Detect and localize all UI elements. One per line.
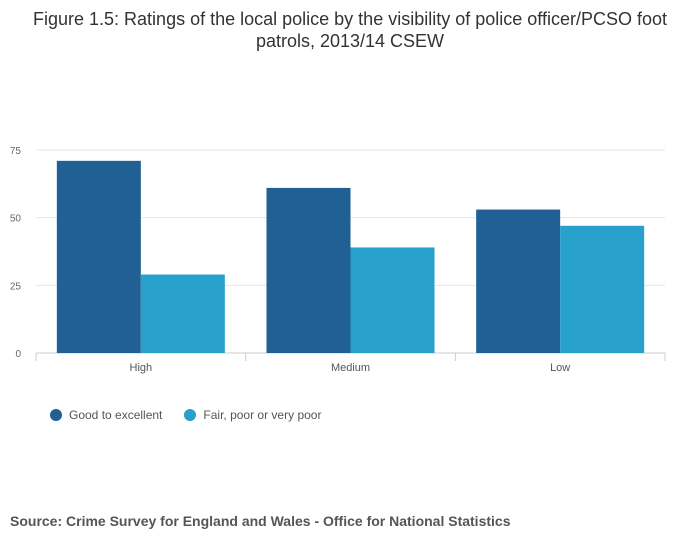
legend-label-fair-poor: Fair, poor or very poor <box>203 408 322 422</box>
bar[interactable] <box>560 225 645 353</box>
y-tick-label: 25 <box>10 281 22 292</box>
y-tick-label: 50 <box>10 214 22 225</box>
x-tick-label: High <box>130 362 153 374</box>
source-note: Source: Crime Survey for England and Wal… <box>10 513 511 529</box>
bar[interactable] <box>140 274 225 353</box>
bar[interactable] <box>266 187 351 353</box>
chart-title: Figure 1.5: Ratings of the local police … <box>33 9 667 51</box>
legend-swatch-fair-poor <box>184 409 197 421</box>
legend-item-good[interactable]: Good to excellent <box>50 408 162 422</box>
chart-legend: Good to excellent Fair, poor or very poo… <box>50 408 321 422</box>
bar[interactable] <box>56 160 141 353</box>
legend-label-good: Good to excellent <box>69 408 163 422</box>
y-tick-label: 75 <box>10 146 22 157</box>
legend-item-fair-poor[interactable]: Fair, poor or very poor <box>184 408 321 422</box>
bar-chart: 0 25 50 75 High Medium Low <box>10 146 666 374</box>
x-tick-label: Low <box>550 362 570 374</box>
bar[interactable] <box>476 209 561 353</box>
legend-swatch-good <box>50 409 62 421</box>
y-tick-label: 0 <box>15 349 21 360</box>
x-tick-label: Medium <box>331 362 370 374</box>
bar[interactable] <box>350 247 435 353</box>
